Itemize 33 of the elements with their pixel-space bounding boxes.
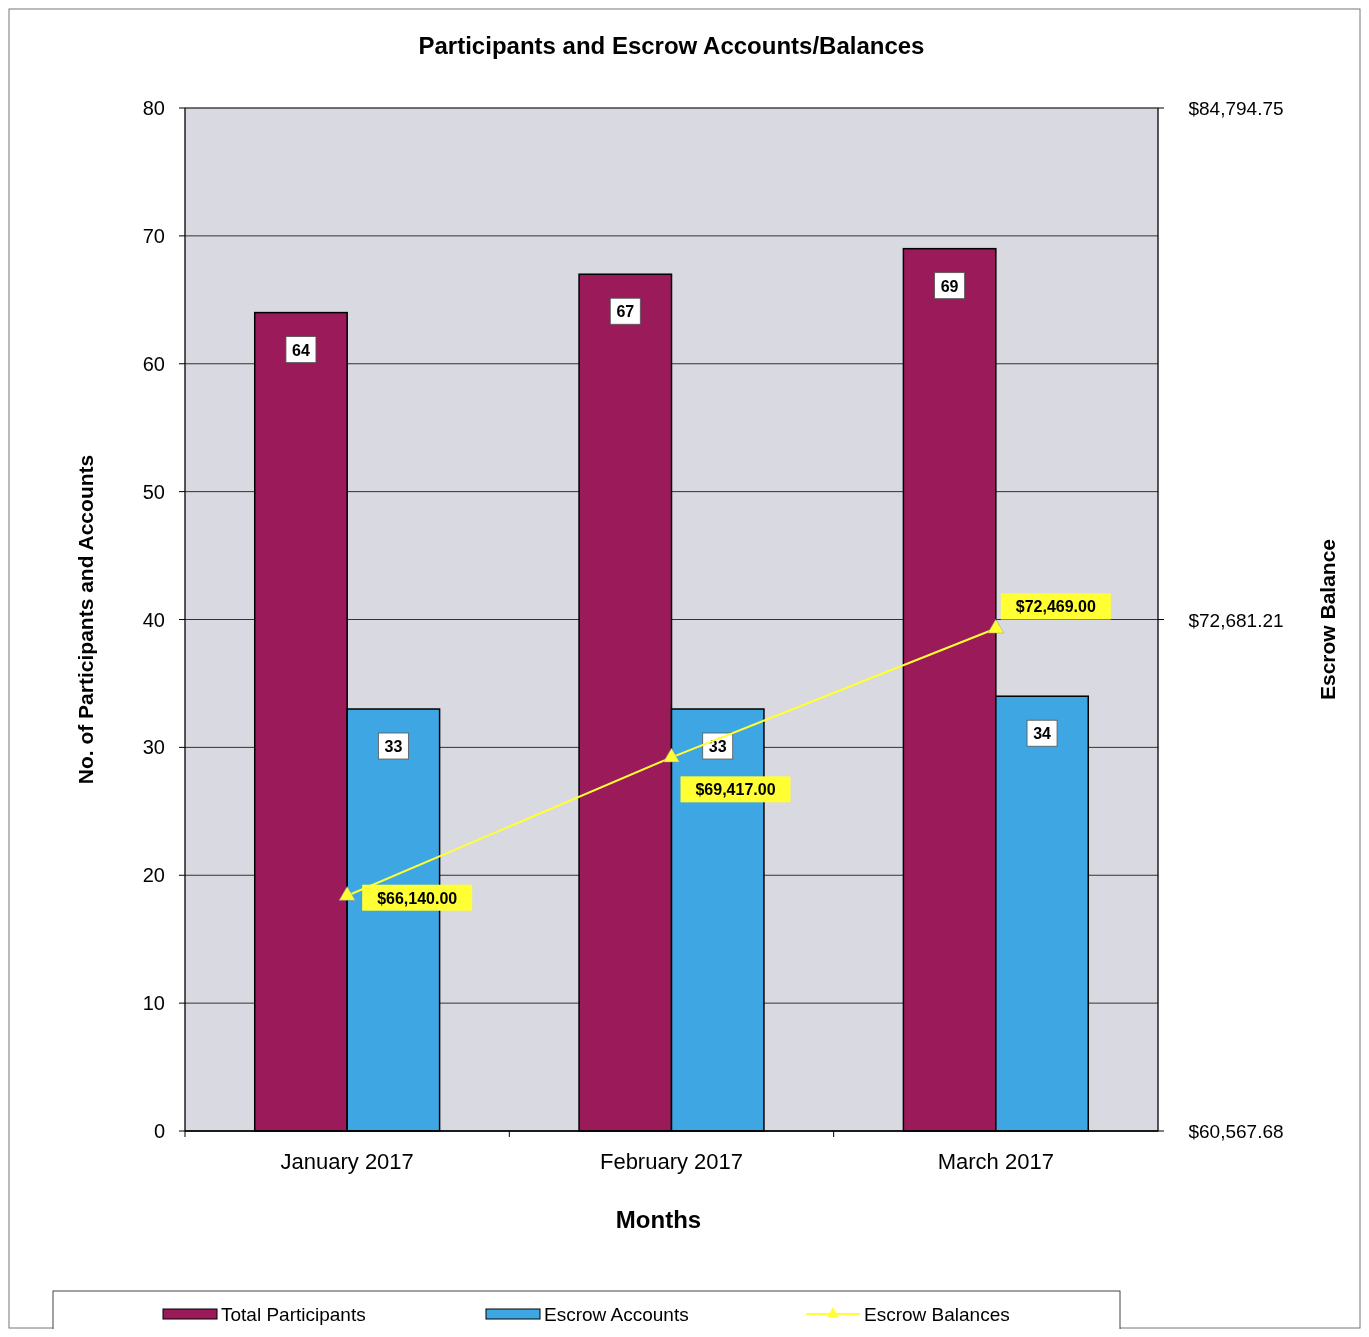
data-label: 34	[1033, 725, 1052, 743]
chart-title: Participants and Escrow Accounts/Balances	[418, 32, 925, 59]
y-tick-label: 10	[142, 992, 165, 1015]
data-label: 67	[616, 303, 635, 321]
y-tick-label: 60	[142, 352, 165, 375]
data-label: 33	[384, 738, 403, 756]
data-label: 69	[940, 277, 959, 295]
y-tick-label: 80	[142, 97, 165, 119]
x-axis-title: Months	[615, 1206, 702, 1233]
y-tick-label: 50	[142, 480, 165, 503]
data-label: $66,140.00	[377, 889, 458, 907]
y-tick-label: 0	[153, 1120, 165, 1142]
y-tick-label: 40	[142, 608, 165, 631]
y-tick-label: 20	[142, 864, 165, 887]
point	[987, 619, 1005, 634]
legend-label: Total Participants	[221, 1304, 366, 1325]
point	[663, 747, 680, 763]
x-tick-label: March 2017	[937, 1149, 1054, 1174]
legend-label: Escrow Accounts	[544, 1304, 689, 1325]
y-tick-label: 30	[142, 736, 165, 759]
y-axis-title: No. of Participants and Accounts	[74, 454, 97, 785]
legend-label: Escrow Balances	[864, 1304, 1010, 1325]
y2-axis-title: Escrow Balance	[1316, 538, 1339, 701]
y2-tick-label: $60,567.68	[1188, 1121, 1284, 1142]
x-tick-label: January 2017	[280, 1149, 414, 1174]
x-tick-label: February 2017	[599, 1149, 744, 1174]
data-label: $69,417.00	[695, 781, 776, 799]
y2-tick-label: $84,794.75	[1188, 98, 1284, 119]
data-label: $72,469.00	[1015, 598, 1096, 616]
y2-tick-label: $72,681.21	[1188, 609, 1284, 631]
data-label: 64	[292, 341, 310, 359]
point	[338, 886, 356, 901]
y-tick-label: 70	[142, 224, 165, 247]
